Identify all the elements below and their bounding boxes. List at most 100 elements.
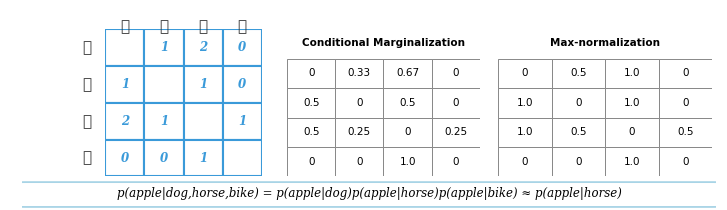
Text: 0: 0 [308,68,315,79]
Text: 🍎: 🍎 [121,19,129,34]
Bar [552,59,606,88]
Text: 0: 0 [575,157,582,167]
Bar [287,88,335,118]
Bar [432,147,480,176]
Text: 1: 1 [238,115,246,128]
Text: 0: 0 [683,68,689,79]
Text: 0.5: 0.5 [570,127,587,137]
Bar [105,140,145,176]
Bar [498,88,552,118]
Text: 0: 0 [238,78,246,91]
Text: 1.0: 1.0 [517,127,533,137]
Bar [222,140,262,176]
Bar [659,147,712,176]
Bar [145,29,183,66]
Text: 1.0: 1.0 [517,98,533,108]
Bar [335,59,384,88]
Text: 0: 0 [356,157,363,167]
Text: 0: 0 [356,98,363,108]
Text: 1: 1 [160,115,168,128]
Bar [145,140,183,176]
Bar [432,118,480,147]
Bar [183,29,222,66]
Bar [432,59,480,88]
Text: 0: 0 [238,41,246,54]
Bar [183,66,222,103]
Bar [552,147,606,176]
Text: 🐴: 🐴 [83,114,92,129]
Text: 1: 1 [160,41,168,54]
Bar [335,88,384,118]
Text: 0.25: 0.25 [444,127,467,137]
Text: 0.67: 0.67 [396,68,419,79]
Bar [498,118,552,147]
Bar [105,66,145,103]
Bar [606,147,659,176]
Text: 2: 2 [199,41,207,54]
Bar [384,147,432,176]
Bar [606,88,659,118]
Text: 0: 0 [521,157,528,167]
Bar [145,66,183,103]
Bar [287,118,335,147]
Bar [498,147,552,176]
Text: 1: 1 [199,152,207,164]
Bar [384,88,432,118]
Bar [183,140,222,176]
Bar [183,103,222,140]
Text: 0.25: 0.25 [348,127,371,137]
Text: 🐕: 🐕 [83,77,92,92]
Text: 1.0: 1.0 [624,157,640,167]
Bar [498,59,552,88]
Bar [222,66,262,103]
Text: 0: 0 [452,98,459,108]
Bar [287,147,335,176]
Text: 0: 0 [683,157,689,167]
Text: 0: 0 [452,157,459,167]
Text: 0: 0 [160,152,168,164]
Text: 0: 0 [575,98,582,108]
Bar [222,103,262,140]
Bar [222,29,262,66]
Text: 🐴: 🐴 [198,19,208,34]
Text: 🐕: 🐕 [159,19,169,34]
Text: Conditional Marginalization: Conditional Marginalization [302,38,465,48]
Bar [552,118,606,147]
Text: 0: 0 [121,152,129,164]
Bar [552,88,606,118]
Bar [335,118,384,147]
Text: 2: 2 [121,115,129,128]
Text: 0.5: 0.5 [399,98,416,108]
Text: 0.5: 0.5 [678,127,694,137]
FancyBboxPatch shape [15,182,723,207]
Text: 1: 1 [199,78,207,91]
Text: 🍎: 🍎 [83,40,92,55]
Bar [145,103,183,140]
Text: 1.0: 1.0 [624,98,640,108]
Text: 0: 0 [452,68,459,79]
Text: 1: 1 [121,78,129,91]
Bar [432,88,480,118]
Bar [105,29,145,66]
Text: 0.5: 0.5 [303,127,319,137]
Text: 0.33: 0.33 [348,68,371,79]
Text: 🚲: 🚲 [238,19,246,34]
Bar [384,118,432,147]
Bar [335,147,384,176]
Text: 1.0: 1.0 [624,68,640,79]
Text: 🚲: 🚲 [83,151,92,165]
Text: 0.5: 0.5 [303,98,319,108]
Text: p(apple|dog,horse,bike) = p(apple|dog)p(apple|horse)p(apple|bike) ≈ p(apple|hors: p(apple|dog,horse,bike) = p(apple|dog)p(… [116,187,622,200]
Bar [384,59,432,88]
Bar [606,118,659,147]
Text: 0.5: 0.5 [570,68,587,79]
Bar [659,118,712,147]
Bar [105,103,145,140]
Text: Max-normalization: Max-normalization [550,38,660,48]
Bar [659,88,712,118]
Text: 0: 0 [521,68,528,79]
Bar [287,59,335,88]
Text: 1.0: 1.0 [399,157,416,167]
Text: 0: 0 [683,98,689,108]
Bar [659,59,712,88]
